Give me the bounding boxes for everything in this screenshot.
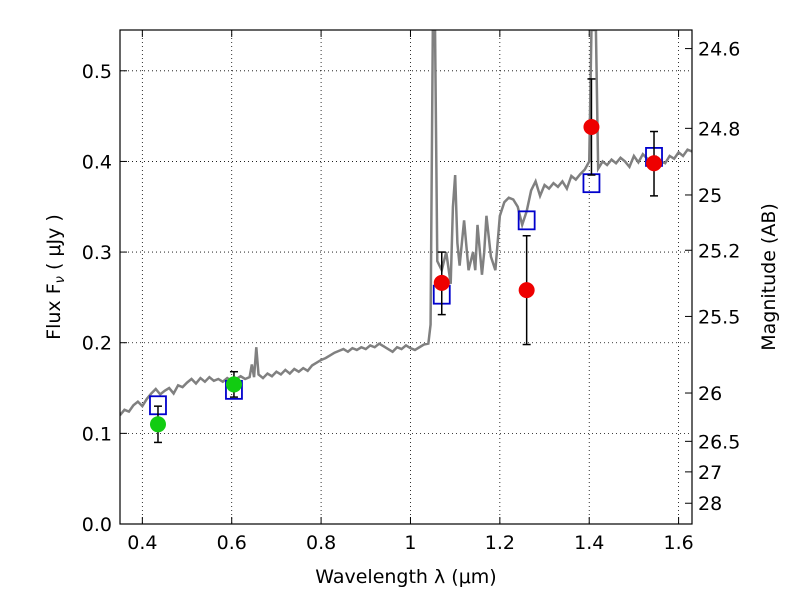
model-square-marker xyxy=(517,210,536,231)
y-axis-title-main: Flux F xyxy=(43,283,65,339)
photometry-point xyxy=(646,155,663,172)
y-axis-title: Flux Fν ( μJy ) xyxy=(43,214,68,340)
x-axis-title: Wavelength λ (μm) xyxy=(315,566,496,588)
photometry-point xyxy=(433,274,450,291)
y2-tick-label: 25.5 xyxy=(698,306,740,328)
y2-axis-title: Magnitude (AB) xyxy=(758,203,780,351)
data-markers xyxy=(149,78,663,444)
photometry-point xyxy=(518,282,535,299)
photometry-point xyxy=(149,416,166,433)
y-tick-label: 0.2 xyxy=(82,333,112,355)
y2-tick-label: 27 xyxy=(698,462,722,484)
y-axis-title-units: ( μJy ) xyxy=(43,214,65,276)
y2-tick-label: 25 xyxy=(698,185,722,207)
plot-background xyxy=(120,30,692,524)
y2-tick-label: 26.5 xyxy=(698,431,740,453)
x-tick-label: 1.4 xyxy=(574,532,604,554)
y2-tick-label: 25.2 xyxy=(698,240,740,262)
y2-tick-label: 24.8 xyxy=(698,118,740,140)
y2-tick-label: 24.6 xyxy=(698,39,740,61)
x-tick-label: 0.8 xyxy=(306,532,336,554)
axis-ticks: 0.4 0.6 0.8 1 1.2 1.4 1.6 0.0 0.1 0.2 0.3 0.4 0.5 24.… xyxy=(82,30,740,554)
photometry-point xyxy=(225,376,242,393)
photometry-point xyxy=(583,118,600,135)
x-tick-label: 0.4 xyxy=(127,532,157,554)
y-tick-label: 0.1 xyxy=(82,423,112,445)
y-tick-label: 0.4 xyxy=(82,151,112,173)
x-tick-label: 1.2 xyxy=(485,532,515,554)
x-tick-label: 1.6 xyxy=(663,532,693,554)
plot-frame xyxy=(119,29,693,525)
x-tick-label: 1 xyxy=(404,532,416,554)
y2-tick-label: 26 xyxy=(698,383,722,405)
x-tick-label: 0.6 xyxy=(217,532,247,554)
y-tick-label: 0.0 xyxy=(82,514,112,536)
y2-tick-label: 28 xyxy=(698,493,722,515)
y-tick-label: 0.3 xyxy=(82,242,112,264)
y-tick-label: 0.5 xyxy=(82,61,112,83)
y-axis-title-subscript: ν xyxy=(53,276,68,283)
spectrum-line xyxy=(120,30,692,417)
